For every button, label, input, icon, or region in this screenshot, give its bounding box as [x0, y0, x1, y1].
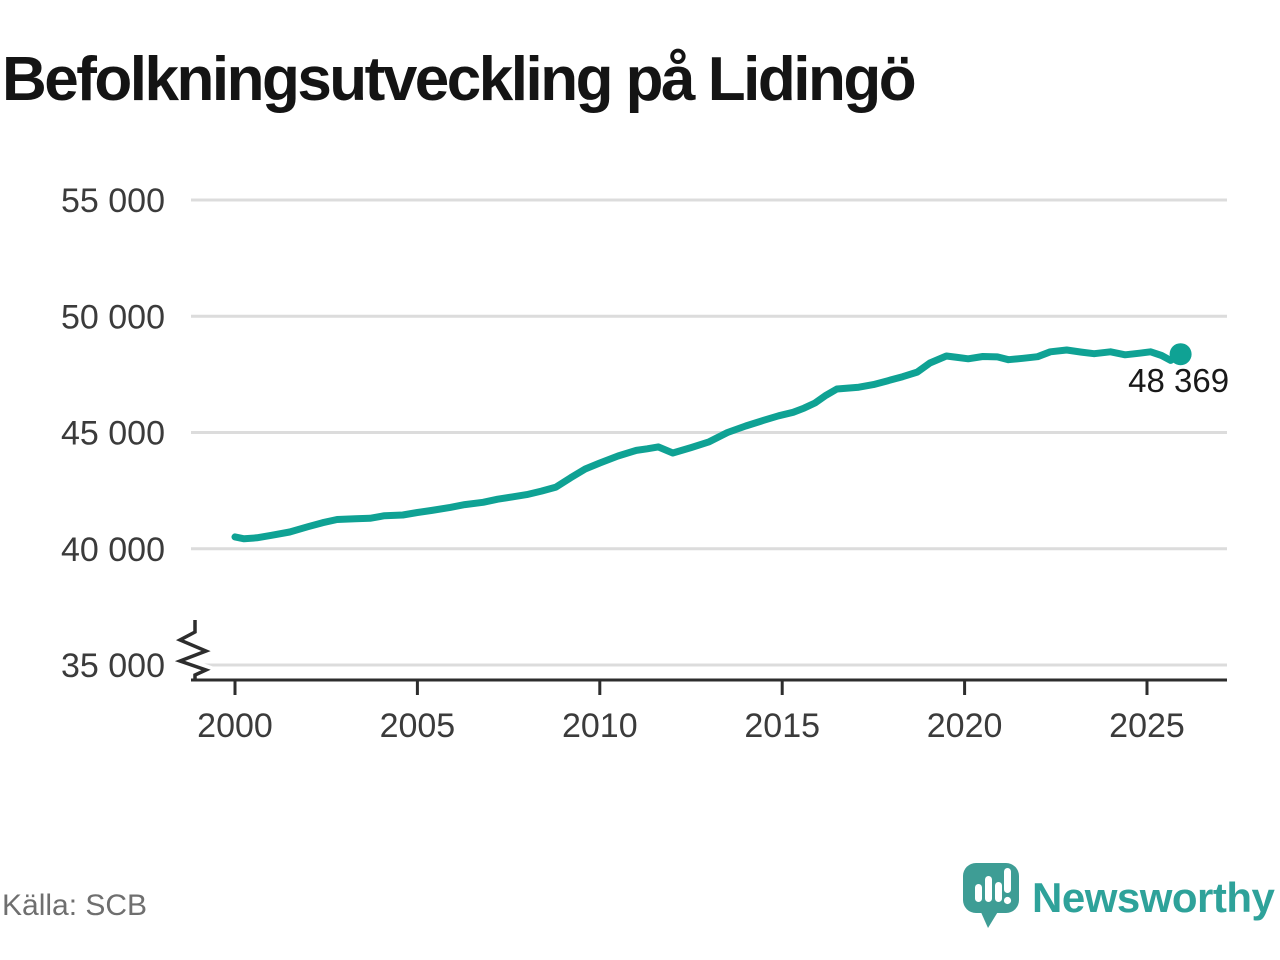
- y-tick-label: 55 000: [61, 182, 165, 220]
- newsworthy-logo-icon: [963, 863, 1019, 928]
- x-tick-label: 2025: [1109, 707, 1185, 745]
- logo-bar-medium: [995, 882, 1002, 902]
- x-tick-label: 2000: [197, 707, 273, 745]
- y-tick-label: 40 000: [61, 531, 165, 569]
- y-tick-label: 45 000: [61, 415, 165, 453]
- end-point-dot: [1169, 343, 1192, 366]
- chart-title: Befolkningsutveckling på Lidingö: [2, 45, 917, 114]
- axis-break-icon: [174, 620, 211, 681]
- x-tick-label: 2020: [927, 707, 1003, 745]
- logo-exclamation-line: [1004, 868, 1011, 893]
- y-tick-label: 35 000: [61, 647, 165, 685]
- x-tick-label: 2005: [380, 707, 456, 745]
- x-tick-label: 2015: [744, 707, 820, 745]
- newsworthy-logo-text: Newsworthy: [1032, 874, 1275, 921]
- logo-exclamation-dot: [1003, 896, 1012, 905]
- logo-bar-tall: [985, 876, 992, 902]
- logo-bar-short: [975, 884, 982, 902]
- y-tick-label: 50 000: [61, 298, 165, 336]
- newsworthy-logo: Newsworthy: [962, 862, 1275, 930]
- source-caption: Källa: SCB: [2, 889, 148, 922]
- x-tick-label: 2010: [562, 707, 638, 745]
- population-line: [231, 346, 1185, 543]
- end-value-label: 48 369: [1128, 362, 1229, 399]
